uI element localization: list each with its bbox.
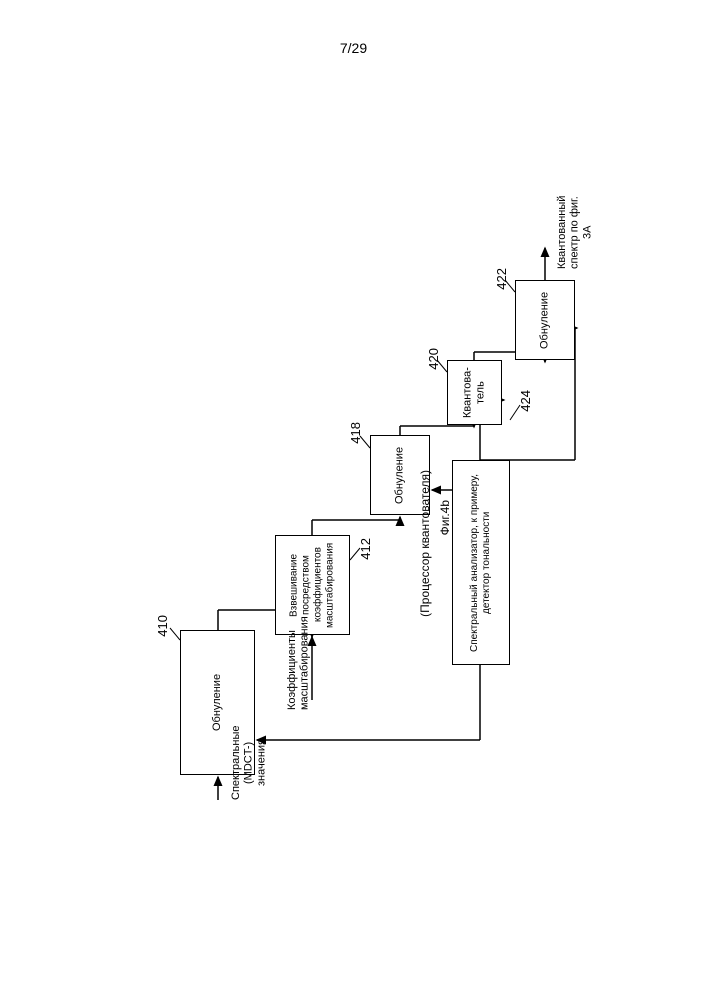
ref-418: 418 [348,422,363,444]
block-420: Квантова- тель [447,360,502,425]
block-424-text: Спектральный анализатор, к примеру, дете… [469,461,493,664]
caption-fig: Фиг.4b [438,500,452,535]
block-diagram: Обнуление 410 Взвешивание посредством ко… [100,160,600,780]
ref-412: 412 [358,538,373,560]
block-418-text: Обнуление [393,446,406,503]
output-label: Квантованный спектр по фиг. 3A [556,190,594,275]
coeff-label: Коэффициенты масштабирования [286,640,311,710]
block-422-text: Обнуление [538,291,551,348]
block-412-text: Взвешивание посредством коэффициентов ма… [289,536,337,634]
ref-420: 420 [426,348,441,370]
caption-main: (Процессор квантователя) [418,470,432,617]
ref-424: 424 [518,390,533,412]
ref-410: 410 [155,615,170,637]
input-label: Спектральные (MDCT-) значения [230,720,268,805]
ref-422: 422 [494,268,509,290]
block-422: Обнуление [515,280,575,360]
wires-svg [100,160,600,780]
block-420-text: Квантова- тель [461,367,487,418]
block-412: Взвешивание посредством коэффициентов ма… [275,535,350,635]
block-424-real: Спектральный анализатор, к примеру, дете… [452,460,510,665]
block-410-text: Обнуление [211,674,224,731]
page-number: 7/29 [0,40,707,56]
